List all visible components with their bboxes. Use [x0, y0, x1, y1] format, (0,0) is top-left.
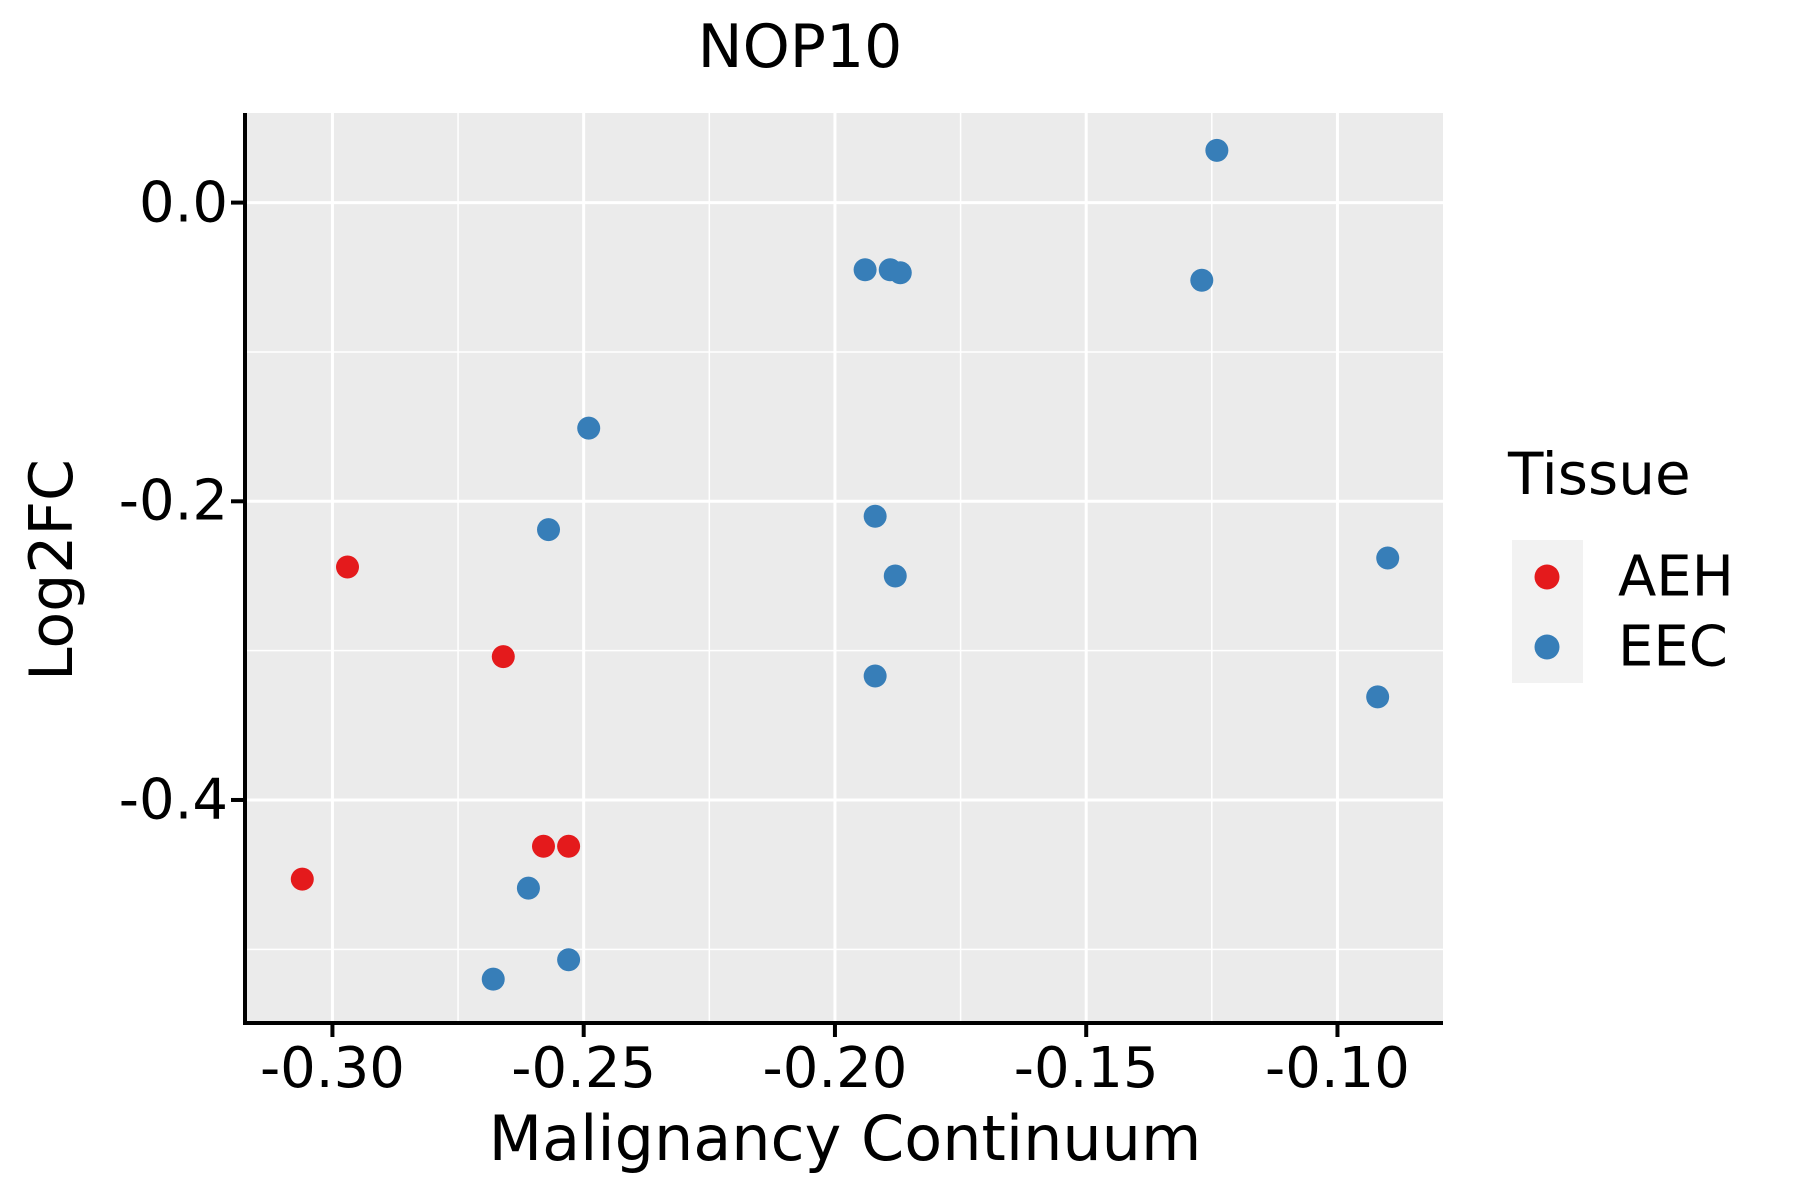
y-axis-title: Log2FC — [17, 459, 87, 681]
data-point-eec — [557, 948, 581, 972]
data-point-eec — [853, 258, 877, 282]
legend-swatch-eec — [1534, 634, 1560, 660]
data-point-eec — [537, 518, 561, 542]
data-point-aeh — [531, 834, 555, 858]
x-tick-label: -0.10 — [1265, 1036, 1410, 1101]
plot-panel — [247, 113, 1443, 1021]
data-point-eec — [888, 261, 912, 285]
data-point-eec — [516, 876, 540, 900]
y-tick-label: -0.4 — [118, 767, 228, 833]
data-point-aeh — [557, 834, 581, 858]
data-point-eec — [1205, 138, 1229, 162]
x-tick-label: -0.30 — [259, 1036, 405, 1101]
data-point-eec — [1190, 268, 1214, 292]
x-tick-label: -0.15 — [1013, 1036, 1159, 1101]
data-point-eec — [883, 564, 907, 588]
y-tick-label: 0.0 — [138, 170, 228, 236]
legend-label-aeh: AEH — [1618, 544, 1734, 610]
data-point-eec — [1366, 685, 1390, 709]
x-tick-label: -0.20 — [762, 1036, 908, 1101]
data-point-eec — [863, 664, 887, 688]
x-tick-label: -0.25 — [511, 1036, 657, 1101]
data-point-eec — [1376, 546, 1400, 570]
legend-label-eec: EEC — [1618, 614, 1728, 680]
legend-title: Tissue — [1508, 440, 1691, 508]
data-point-aeh — [491, 645, 515, 669]
data-point-eec — [481, 967, 505, 991]
legend-key-box — [1512, 540, 1583, 683]
x-axis-title: Malignancy Continuum — [488, 1102, 1202, 1175]
y-tick-label: -0.2 — [118, 468, 228, 534]
data-point-eec — [863, 504, 887, 528]
legend-swatch-aeh — [1534, 564, 1560, 590]
data-point-eec — [577, 416, 601, 440]
data-point-aeh — [290, 867, 314, 891]
data-point-aeh — [336, 555, 360, 579]
chart-title: NOP10 — [697, 12, 903, 82]
